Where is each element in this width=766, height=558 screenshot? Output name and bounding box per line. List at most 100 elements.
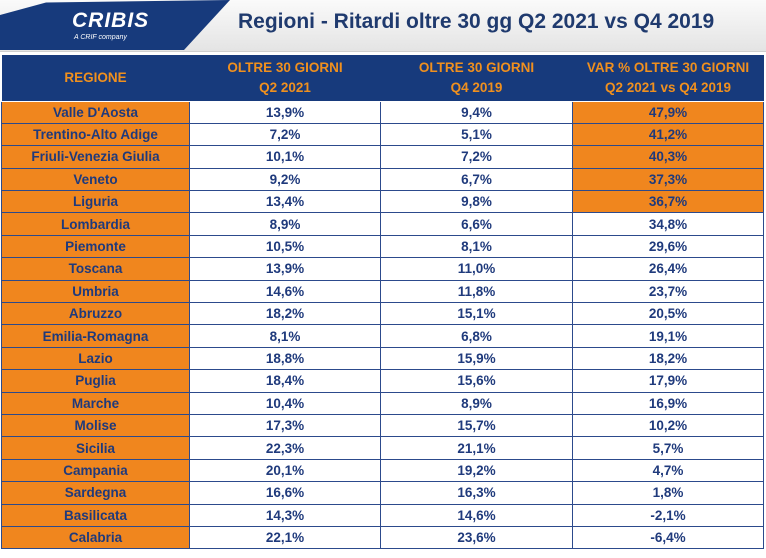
- q4-2019-cell: 9,4%: [380, 100, 573, 124]
- var-cell: 41,2%: [572, 122, 764, 147]
- q4-2019-cell: 6,6%: [380, 212, 573, 236]
- region-cell: Campania: [1, 458, 190, 483]
- q2-2021-cell: 18,4%: [189, 369, 381, 393]
- var-cell: 40,3%: [572, 145, 764, 169]
- var-cell: 37,3%: [572, 167, 764, 192]
- region-cell: Trentino-Alto Adige: [1, 122, 190, 147]
- table-row: Valle D'Aosta 13,9% 9,4% 47,9%: [1, 100, 764, 124]
- q4-2019-cell: 15,1%: [380, 302, 573, 326]
- q2-2021-cell: 10,1%: [189, 145, 381, 169]
- q2-2021-cell: 13,9%: [189, 257, 381, 281]
- q4-2019-cell: 15,7%: [380, 413, 573, 438]
- q2-2021-cell: 8,9%: [189, 212, 381, 236]
- var-cell: 1,8%: [572, 481, 764, 505]
- table-row: Emilia-Romagna 8,1% 6,8% 19,1%: [1, 324, 764, 348]
- var-cell: 4,7%: [572, 458, 764, 483]
- table-row: Campania 20,1% 19,2% 4,7%: [1, 458, 764, 483]
- var-cell: 17,9%: [572, 369, 764, 393]
- region-cell: Veneto: [1, 167, 190, 192]
- header-label: Q2 2021 vs Q4 2019: [604, 79, 732, 95]
- table-row: Friuli-Venezia Giulia 10,1% 7,2% 40,3%: [1, 145, 764, 169]
- var-cell: 5,7%: [572, 436, 764, 460]
- q4-2019-cell: 5,1%: [380, 122, 573, 147]
- var-cell: -2,1%: [572, 503, 764, 527]
- q2-2021-cell: 13,4%: [189, 190, 381, 214]
- q2-2021-cell: 20,1%: [189, 458, 381, 483]
- page-title: Regioni - Ritardi oltre 30 gg Q2 2021 vs…: [238, 10, 715, 33]
- table-row: Marche 10,4% 8,9% 16,9%: [1, 391, 764, 415]
- q2-2021-cell: 13,9%: [189, 100, 381, 124]
- table-row: Piemonte 10,5% 8,1% 29,6%: [1, 234, 764, 259]
- header-label: OLTRE 30 GIORNI: [227, 59, 343, 75]
- q4-2019-cell: 7,2%: [380, 145, 573, 169]
- table-row: Basilicata 14,3% 14,6% -2,1%: [1, 503, 764, 527]
- q2-2021-cell: 10,4%: [189, 391, 381, 415]
- q4-2019-cell: 9,8%: [380, 190, 573, 214]
- q2-2021-cell: 16,6%: [189, 481, 381, 505]
- region-cell: Marche: [1, 391, 190, 415]
- region-cell: Friuli-Venezia Giulia: [1, 145, 190, 169]
- table-row: Sicilia 22,3% 21,1% 5,7%: [1, 436, 764, 460]
- region-cell: Abruzzo: [1, 302, 190, 326]
- column-header-regione: REGIONE: [1, 55, 190, 102]
- header-label: VAR % OLTRE 30 GIORNI: [586, 59, 750, 75]
- var-cell: 18,2%: [572, 346, 764, 371]
- table-row: Toscana 13,9% 11,0% 26,4%: [1, 257, 764, 281]
- var-cell: 10,2%: [572, 413, 764, 438]
- var-cell: 16,9%: [572, 391, 764, 415]
- logo-tagline: A CRIF company: [74, 34, 127, 41]
- region-cell: Umbria: [1, 279, 190, 304]
- region-cell: Sicilia: [1, 436, 190, 460]
- region-cell: Basilicata: [1, 503, 190, 527]
- region-cell: Lazio: [1, 346, 190, 371]
- q2-2021-cell: 18,2%: [189, 302, 381, 326]
- table-row: Puglia 18,4% 15,6% 17,9%: [1, 369, 764, 393]
- q4-2019-cell: 6,7%: [380, 167, 573, 192]
- q2-2021-cell: 17,3%: [189, 413, 381, 438]
- q4-2019-cell: 14,6%: [380, 503, 573, 527]
- header-label: Q4 2019: [450, 79, 503, 95]
- column-header-q4-2019: OLTRE 30 GIORNI Q4 2019: [380, 55, 573, 102]
- q4-2019-cell: 8,9%: [380, 391, 573, 415]
- var-cell: -6,4%: [572, 525, 764, 550]
- var-cell: 23,7%: [572, 279, 764, 304]
- q4-2019-cell: 21,1%: [380, 436, 573, 460]
- region-cell: Molise: [1, 413, 190, 438]
- header-band: CRIBIS A CRIF company Regioni - Ritardi …: [0, 0, 766, 52]
- table-row: Molise 17,3% 15,7% 10,2%: [1, 413, 764, 438]
- q2-2021-cell: 8,1%: [189, 324, 381, 348]
- region-cell: Calabria: [1, 525, 190, 550]
- header-label: OLTRE 30 GIORNI: [418, 59, 535, 75]
- var-cell: 20,5%: [572, 302, 764, 326]
- table-row: Sardegna 16,6% 16,3% 1,8%: [1, 481, 764, 505]
- q4-2019-cell: 16,3%: [380, 481, 573, 505]
- q2-2021-cell: 9,2%: [189, 167, 381, 192]
- table-header-row: REGIONE OLTRE 30 GIORNI Q2 2021 OLTRE 30 …: [1, 55, 764, 102]
- region-cell: Valle D'Aosta: [1, 100, 190, 124]
- header-label: REGIONE: [64, 69, 127, 85]
- q2-2021-cell: 18,8%: [189, 346, 381, 371]
- q4-2019-cell: 6,8%: [380, 324, 573, 348]
- q2-2021-cell: 14,6%: [189, 279, 381, 304]
- table-row: Liguria 13,4% 9,8% 36,7%: [1, 190, 764, 214]
- q4-2019-cell: 8,1%: [380, 234, 573, 259]
- table-row: Lombardia 8,9% 6,6% 34,8%: [1, 212, 764, 236]
- table-row: Abruzzo 18,2% 15,1% 20,5%: [1, 302, 764, 326]
- q2-2021-cell: 14,3%: [189, 503, 381, 527]
- region-cell: Liguria: [1, 190, 190, 214]
- region-cell: Lombardia: [1, 212, 190, 236]
- region-cell: Emilia-Romagna: [1, 324, 190, 348]
- q4-2019-cell: 19,2%: [380, 458, 573, 483]
- region-cell: Piemonte: [1, 234, 190, 259]
- column-header-q2-2021: OLTRE 30 GIORNI Q2 2021: [189, 55, 381, 102]
- region-cell: Toscana: [1, 257, 190, 281]
- q4-2019-cell: 15,9%: [380, 346, 573, 371]
- var-cell: 19,1%: [572, 324, 764, 348]
- table-row: Trentino-Alto Adige 7,2% 5,1% 41,2%: [1, 122, 764, 147]
- q2-2021-cell: 22,3%: [189, 436, 381, 460]
- q2-2021-cell: 22,1%: [189, 525, 381, 550]
- regions-table: REGIONE OLTRE 30 GIORNI Q2 2021 OLTRE 30 …: [1, 55, 764, 550]
- q2-2021-cell: 7,2%: [189, 122, 381, 147]
- column-header-var: VAR % OLTRE 30 GIORNI Q2 2021 vs Q4 2019: [572, 55, 764, 102]
- header-label: Q2 2021: [259, 79, 311, 95]
